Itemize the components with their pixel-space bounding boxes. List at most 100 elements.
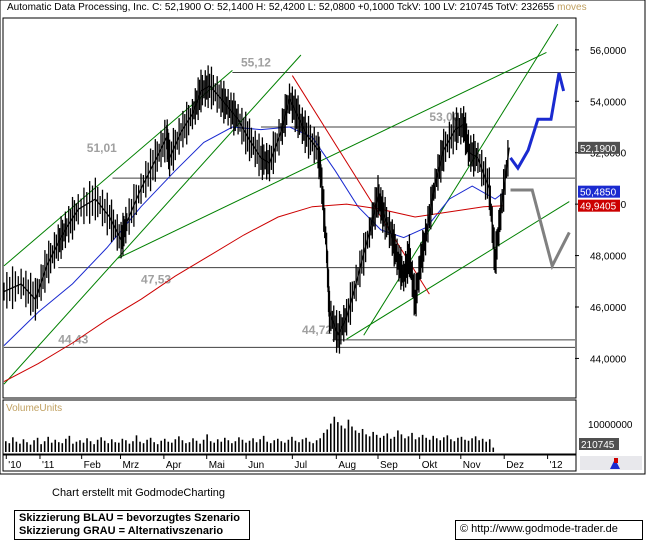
source-url-box: © http://www.godmode-trader.de <box>455 520 643 540</box>
volume-bar <box>273 440 276 452</box>
volume-bar <box>400 434 403 452</box>
volume-bar <box>202 439 205 452</box>
volume-bar <box>301 439 304 452</box>
scenario-blue-line <box>509 72 566 171</box>
y-tick-label: 44,0000 <box>590 354 627 365</box>
volume-bar <box>72 443 74 452</box>
y-tick-label: 56,0000 <box>590 46 627 57</box>
volume-bar <box>457 437 459 452</box>
volume-bar <box>178 436 180 452</box>
x-tick-label: '10 <box>8 460 21 471</box>
volume-bar <box>492 447 495 452</box>
source-url-link[interactable]: http://www.godmode-trader.de <box>471 523 618 535</box>
volume-bar <box>100 437 102 452</box>
volume-bar <box>61 443 64 452</box>
volume-bar <box>365 434 367 452</box>
price-marker-box <box>578 199 620 212</box>
volume-bar <box>446 435 449 452</box>
volume-bar <box>96 439 99 452</box>
level-label: 47,53 <box>141 273 171 287</box>
volume-bar <box>252 438 254 452</box>
volume-bar <box>488 439 491 452</box>
volume-bar <box>195 440 198 452</box>
volume-bar <box>43 441 46 452</box>
volume-bar <box>453 441 456 452</box>
volume-bar <box>40 444 42 452</box>
x-tick-label: Mai <box>209 460 225 471</box>
volume-bar <box>5 441 7 452</box>
scenario-grey-line <box>510 188 571 271</box>
trendline <box>3 54 302 385</box>
volume-bar <box>319 438 321 452</box>
volume-bar <box>308 441 311 452</box>
volume-bar <box>255 442 258 452</box>
volume-bar <box>57 442 60 452</box>
volume-bar <box>298 442 300 452</box>
volume-bar <box>125 440 127 452</box>
volume-bar <box>149 437 152 452</box>
volume-bar <box>294 440 297 452</box>
nav-arrow-icon[interactable] <box>610 458 620 469</box>
volume-bar <box>467 440 470 452</box>
volume-bar <box>425 437 427 452</box>
x-tick-label: Jun <box>248 460 264 471</box>
volume-bar <box>86 438 88 452</box>
price-marker-label: 49,9405 <box>580 202 617 213</box>
volume-y-tick-label: 10000000 <box>588 420 633 431</box>
volume-bar <box>372 431 374 452</box>
trendlines <box>3 23 570 385</box>
volume-bar <box>450 439 452 452</box>
volume-bar <box>185 443 187 452</box>
volume-bar <box>181 440 184 452</box>
volume-bar <box>245 442 247 452</box>
volume-bar <box>65 438 67 452</box>
volume-bar <box>326 429 329 452</box>
volume-bar <box>305 437 307 452</box>
volume-bar <box>421 434 424 452</box>
volume-bar <box>174 439 177 452</box>
volume-bar <box>351 426 353 452</box>
volume-bar <box>93 444 95 452</box>
volume-bar <box>287 439 290 452</box>
volume-last-label-box <box>579 438 619 450</box>
volume-bar <box>411 432 413 452</box>
volume-bar <box>79 440 81 452</box>
x-tick-label: Apr <box>166 460 182 471</box>
price-marker-label: 50,4850 <box>580 188 617 199</box>
y-tick-label: 54,0000 <box>590 97 627 108</box>
level-label: 55,12 <box>241 55 271 69</box>
volume-bar <box>418 437 420 452</box>
volume-bar <box>15 441 18 452</box>
volume-bar <box>269 443 272 452</box>
volume-bar <box>347 419 350 452</box>
volume-bar <box>50 442 53 452</box>
volume-bar <box>390 438 392 452</box>
x-tick-label: Mrz <box>122 460 139 471</box>
volume-bar <box>407 436 410 452</box>
volume-bar <box>118 442 120 452</box>
x-tick-label: Nov <box>463 460 481 471</box>
volume-bar <box>206 434 208 452</box>
volume-bar <box>234 441 237 452</box>
volume-bar <box>315 440 318 452</box>
chart-credit: Chart erstellt mit GodmodeCharting <box>52 487 226 499</box>
volume-bar <box>89 441 92 452</box>
volume-bar <box>340 425 343 452</box>
volume-bar <box>474 436 477 452</box>
volume-bar <box>485 441 487 452</box>
level-label: 44,43 <box>58 332 88 346</box>
volume-bar <box>22 439 25 452</box>
volume-last-label: 210745 <box>581 440 615 451</box>
volume-bar <box>82 442 85 452</box>
volume-bar <box>153 442 155 452</box>
volume-bar <box>337 422 339 452</box>
volume-bar <box>121 438 124 452</box>
volume-bar <box>199 443 201 452</box>
volume-bar <box>397 430 399 452</box>
volume-bar <box>12 437 14 452</box>
copyright-icon: © <box>460 523 469 535</box>
x-axis: '10 '11 Feb Mrz Apr Mai Jun Jul Aug Sep Okt Nov Dez '… <box>5 455 563 471</box>
volume-bar <box>312 443 314 452</box>
volume-bar <box>192 438 194 452</box>
